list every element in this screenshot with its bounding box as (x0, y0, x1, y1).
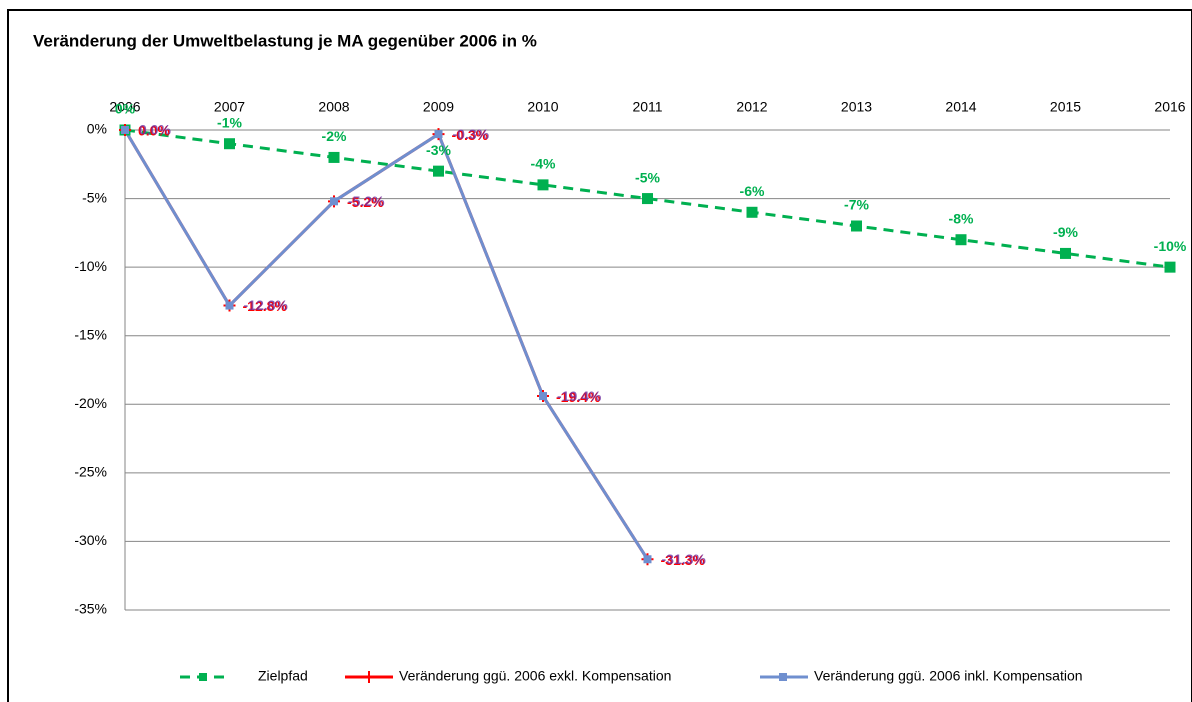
data-label: -6% (740, 183, 765, 199)
data-label: -19.4% (556, 389, 601, 405)
x-tick-label: 2016 (1154, 99, 1185, 115)
legend-label: Veränderung ggü. 2006 inkl. Kompensation (814, 668, 1083, 684)
data-label: -0.3% (453, 126, 490, 142)
data-label: -0.3% (452, 127, 489, 143)
point-marker (746, 206, 758, 218)
series-line (124, 128, 1171, 269)
x-tick-label: 2011 (632, 99, 662, 115)
x-tick-label: 2010 (527, 99, 558, 115)
data-label: -5.2% (347, 194, 384, 210)
data-label: -12.8% (243, 298, 288, 314)
y-tick-label: -35% (74, 601, 107, 617)
x-tick-label: 2006 (109, 99, 140, 115)
data-label: -31.3% (662, 551, 707, 567)
series-line (123, 129, 649, 561)
data-label: -1% (217, 114, 242, 130)
legend-label: Zielpfad (258, 668, 308, 684)
point-marker (1060, 247, 1071, 259)
point-marker (851, 220, 862, 232)
y-tick-label: -30% (74, 532, 107, 548)
point-marker (224, 138, 235, 150)
data-label: -4% (531, 156, 556, 172)
y-tick-label: -20% (74, 395, 107, 411)
point-marker (434, 130, 443, 139)
y-tick-label: -10% (74, 258, 107, 274)
data-label: -7% (844, 197, 869, 213)
data-label: 0.0% (139, 122, 171, 138)
data-label: -8% (949, 210, 974, 226)
chart-title: Veränderung der Umweltbelastung je MA ge… (33, 31, 537, 50)
point-marker (643, 555, 652, 564)
data-label: 0.0% (138, 123, 170, 139)
legend-marker (779, 673, 787, 681)
legend-label: Veränderung ggü. 2006 exkl. Kompensation (399, 668, 671, 684)
point-marker (537, 179, 549, 191)
x-tick-label: 2009 (423, 99, 454, 115)
data-label: -12.8% (244, 297, 289, 313)
point-marker (539, 392, 547, 401)
x-tick-label: 2012 (736, 99, 767, 115)
x-tick-label: 2007 (214, 99, 245, 115)
point-marker (225, 301, 234, 310)
point-marker (330, 197, 338, 206)
data-label: -3% (426, 142, 451, 158)
point-marker (955, 234, 967, 246)
y-tick-label: 0% (87, 121, 107, 137)
data-label: -5.2% (348, 193, 385, 209)
data-label: -2% (322, 128, 347, 144)
x-tick-label: 2008 (318, 99, 349, 115)
y-tick-label: -15% (74, 326, 107, 342)
legend-marker (199, 673, 207, 681)
x-tick-label: 2014 (945, 99, 976, 115)
point-marker (121, 126, 129, 134)
data-label: 0% (115, 101, 136, 117)
legend-marker (363, 671, 375, 683)
data-label: -9% (1053, 224, 1078, 240)
point-marker (433, 165, 444, 177)
series-line (123, 129, 649, 561)
point-marker (328, 151, 340, 163)
point-marker (1164, 261, 1176, 273)
data-label: -10% (1154, 238, 1187, 254)
chart-border (7, 9, 1192, 702)
data-label: -19.4% (557, 388, 602, 404)
data-label: -5% (635, 169, 660, 185)
data-label: -31.3% (661, 552, 706, 568)
y-tick-label: -5% (82, 189, 107, 205)
x-tick-label: 2013 (841, 99, 872, 115)
y-tick-label: -25% (74, 464, 107, 480)
point-marker (642, 193, 653, 205)
x-tick-label: 2015 (1050, 99, 1081, 115)
